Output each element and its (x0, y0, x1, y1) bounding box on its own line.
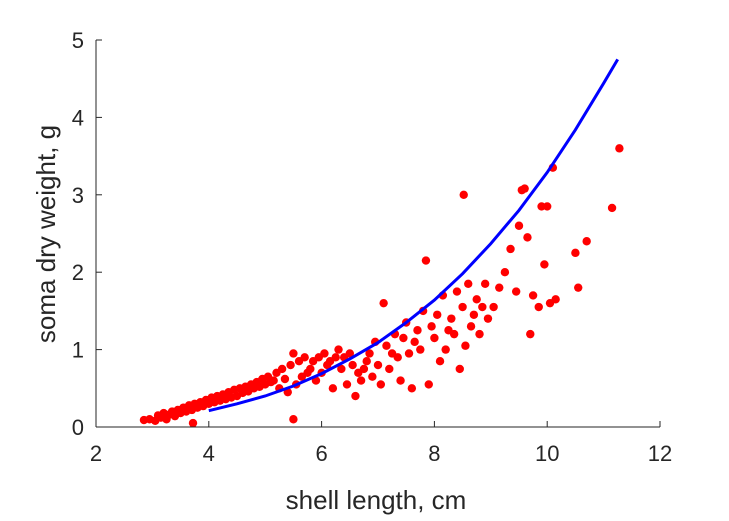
data-point (571, 248, 580, 258)
data-point (489, 302, 498, 312)
y-tick-label: 3 (72, 183, 84, 208)
data-point (289, 349, 298, 358)
data-point (449, 329, 459, 339)
data-point (464, 279, 473, 289)
data-point (534, 302, 543, 312)
y-tick-label: 2 (72, 260, 84, 285)
data-point (458, 302, 467, 312)
data-point (495, 283, 504, 292)
data-point (300, 353, 309, 362)
data-point (447, 314, 456, 323)
data-point (379, 298, 388, 308)
data-point (348, 360, 357, 370)
data-point (506, 244, 515, 254)
data-point (526, 329, 535, 339)
data-point (528, 291, 538, 300)
data-point (382, 341, 391, 350)
data-point (461, 341, 470, 350)
data-point (475, 329, 484, 339)
x-tick-label: 4 (203, 441, 215, 466)
data-point (500, 268, 510, 277)
y-ticks: 0 1 2 3 4 5 (72, 28, 102, 440)
data-point (188, 418, 198, 428)
axes (95, 40, 660, 428)
data-point (356, 376, 366, 385)
data-point (342, 380, 352, 389)
data-point (435, 357, 445, 366)
data-point (469, 310, 479, 319)
data-point (337, 364, 346, 374)
fit-curve (208, 58, 619, 413)
data-point (351, 391, 360, 401)
data-marks (139, 58, 624, 428)
data-point (376, 380, 386, 389)
data-point (320, 349, 329, 358)
y-tick-label: 1 (72, 338, 84, 363)
data-point (543, 202, 552, 211)
data-point (551, 295, 560, 304)
x-ticks: 2 4 6 8 10 12 (90, 421, 672, 466)
data-point (396, 376, 405, 385)
x-tick-label: 10 (535, 441, 559, 466)
data-point (607, 203, 617, 213)
data-point (472, 295, 481, 304)
data-point (421, 256, 431, 265)
y-tick-label: 5 (72, 28, 84, 53)
data-point (459, 190, 468, 199)
data-point (523, 233, 532, 242)
data-point (483, 314, 493, 323)
data-point (306, 364, 315, 374)
data-point (410, 337, 419, 347)
data-point (373, 360, 383, 370)
data-point (441, 345, 450, 354)
data-point (430, 333, 439, 343)
data-point (365, 349, 374, 358)
data-point (289, 415, 298, 424)
data-point (478, 302, 487, 312)
x-tick-label: 12 (648, 441, 672, 466)
data-point (280, 374, 290, 384)
data-point (540, 260, 549, 269)
data-point (413, 326, 422, 335)
data-point (427, 322, 436, 331)
data-point (393, 353, 402, 362)
data-point (615, 144, 624, 153)
data-point (452, 287, 462, 296)
data-point (455, 364, 464, 374)
data-point (433, 310, 442, 319)
data-point (345, 349, 354, 358)
data-point (480, 279, 490, 289)
data-point (514, 221, 524, 230)
y-tick-label: 4 (72, 105, 84, 130)
data-point (359, 364, 369, 374)
data-point (277, 364, 287, 374)
data-point (286, 360, 295, 370)
data-point (269, 376, 278, 385)
data-point (520, 184, 529, 193)
data-point (404, 349, 414, 358)
data-point (385, 364, 394, 374)
data-point (511, 287, 521, 296)
data-point (574, 283, 583, 292)
x-tick-label: 2 (90, 441, 102, 466)
y-axis-title: soma dry weight, g (31, 125, 61, 343)
x-tick-label: 6 (315, 441, 327, 466)
data-point (424, 380, 433, 389)
x-axis-title: shell length, cm (286, 485, 467, 515)
data-point (331, 353, 340, 362)
data-point (334, 345, 343, 354)
data-point (328, 384, 338, 393)
y-tick-label: 0 (72, 415, 84, 440)
data-point (399, 333, 408, 343)
data-point (362, 357, 371, 366)
data-point (466, 322, 476, 331)
data-point (416, 345, 425, 354)
data-point (582, 237, 591, 246)
data-point (407, 384, 417, 393)
x-tick-label: 8 (428, 441, 440, 466)
data-point (368, 372, 377, 381)
